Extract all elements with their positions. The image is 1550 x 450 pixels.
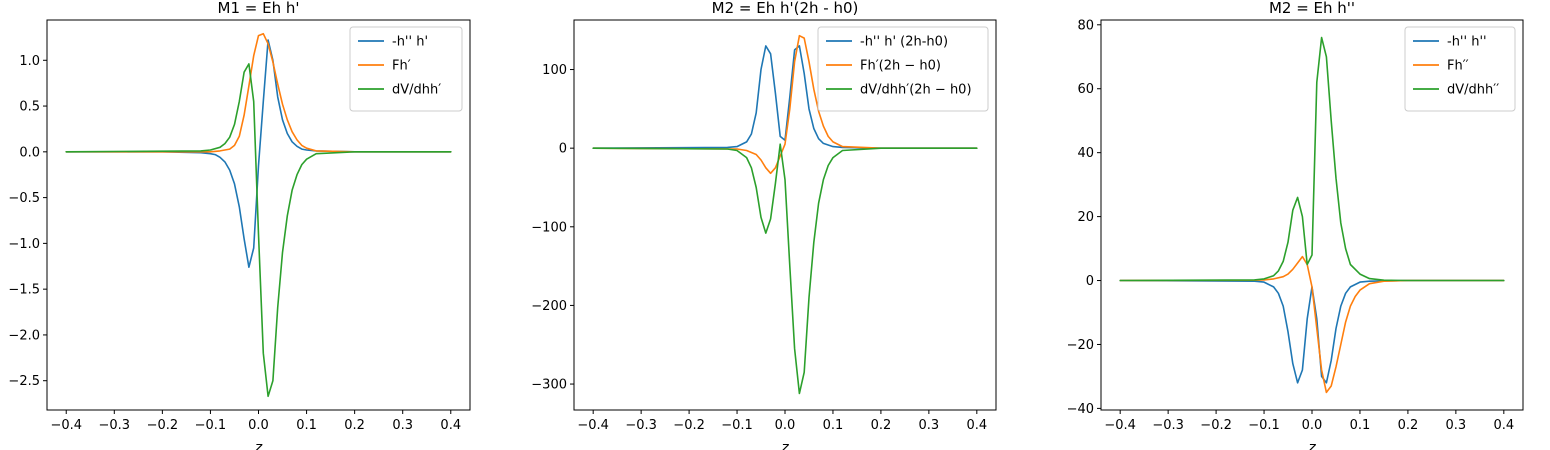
y-tick-label: 0.0 (19, 145, 40, 160)
chart-title: M2 = Eh h'(2h - h0) (712, 0, 859, 17)
series-line-3 (1119, 36, 1505, 282)
y-tick-label: 60 (1077, 82, 1094, 97)
series-line-1 (65, 39, 452, 269)
chart-panel-3: −0.4 −0.3 −0.2 −0.1 0.0 0.1 0.2 0.3 0.4 −40 −20 0 20… (1067, 0, 1524, 450)
y-tick-label: 0.5 (19, 100, 40, 115)
legend-label: -h'' h' (2h-h0) (860, 35, 948, 50)
x-tick-label: 0.0 (1302, 418, 1323, 433)
legend-label: Fh′ (392, 59, 411, 74)
x-axis-label: z (1307, 440, 1316, 450)
y-tick-label: 1.0 (19, 54, 40, 69)
x-tick-label: 0.0 (248, 418, 269, 433)
y-tick-label: −100 (531, 220, 567, 235)
y-tick-label: −1.0 (8, 237, 40, 252)
x-tick-label: −0.4 (1104, 418, 1136, 433)
x-tick-label: −0.1 (721, 418, 753, 433)
x-tick-label: 0.4 (440, 418, 461, 433)
x-tick-label: −0.3 (1152, 418, 1184, 433)
legend-label: Fh′(2h − h0) (860, 59, 941, 74)
y-tick-label: 80 (1077, 18, 1094, 33)
series-line-2 (65, 32, 452, 153)
x-axis-label: z (780, 440, 789, 450)
x-tick-label: 0.3 (392, 418, 413, 433)
x-tick-label: 0.1 (1350, 418, 1371, 433)
x-tick-label: 0.3 (1446, 418, 1467, 433)
x-tick-label: −0.1 (1248, 418, 1280, 433)
x-tick-label: −0.3 (99, 418, 131, 433)
x-axis-label: z (254, 440, 263, 450)
legend-label: -h'' h'' (1447, 35, 1487, 50)
x-tick-label: −0.2 (1200, 418, 1232, 433)
legend-box (817, 26, 989, 112)
x-tick-label: 0.4 (966, 418, 987, 433)
y-tick-label: 20 (1077, 210, 1094, 225)
chart-panel-2: −0.4 −0.3 −0.2 −0.1 0.0 0.1 0.2 0.3 0.4 −300 −200 −… (531, 0, 997, 450)
y-tick-label: −300 (531, 378, 567, 393)
series-line-2 (1119, 255, 1505, 394)
x-tick-label: 0.0 (775, 418, 796, 433)
y-tick-label: 0 (559, 142, 567, 157)
x-tick-label: 0.2 (1398, 418, 1419, 433)
x-tick-label: 0.3 (919, 418, 940, 433)
series-line-1 (1119, 279, 1505, 384)
series-line-1 (592, 45, 978, 149)
y-tick-label: −20 (1067, 338, 1094, 353)
y-tick-label: −0.5 (8, 191, 40, 206)
chart-title: M1 = Eh h' (218, 0, 300, 17)
x-tick-label: 0.2 (344, 418, 365, 433)
legend-label: dV/dhh′ (392, 83, 441, 98)
chart-title: M2 = Eh h'' (1269, 0, 1355, 17)
x-tick-label: −0.1 (195, 418, 227, 433)
x-tick-label: −0.2 (673, 418, 705, 433)
x-tick-label: −0.4 (577, 418, 609, 433)
legend-box (349, 26, 463, 112)
legend-label: dV/dhh′′ (1447, 83, 1499, 98)
legend: -h'' h' Fh′ dV/dhh′ (349, 26, 463, 112)
series-line-3 (65, 63, 452, 398)
y-tick-label: 40 (1077, 146, 1094, 161)
y-tick-label: −1.5 (8, 283, 40, 298)
legend: -h'' h'' Fh′′ dV/dhh′′ (1404, 26, 1516, 112)
legend-label: Fh′′ (1447, 59, 1469, 74)
y-tick-label: 0 (1086, 274, 1094, 289)
legend-label: dV/dhh′(2h − h0) (860, 83, 972, 98)
chart-panel-1: −0.4 −0.3 −0.2 −0.1 0.0 0.1 0.2 0.3 0.4 −2.5 −2.0 −… (8, 0, 471, 450)
y-tick-label: −2.5 (8, 374, 40, 389)
x-tick-label: −0.4 (50, 418, 82, 433)
series-line-2 (592, 34, 978, 175)
x-tick-label: −0.2 (147, 418, 179, 433)
x-tick-label: −0.3 (625, 418, 657, 433)
y-tick-label: 100 (542, 63, 567, 78)
series-line-3 (592, 143, 978, 395)
x-tick-label: 0.1 (823, 418, 844, 433)
y-tick-label: −2.0 (8, 328, 40, 343)
y-tick-label: −40 (1067, 402, 1094, 417)
x-tick-label: 0.2 (871, 418, 892, 433)
x-tick-label: 0.4 (1493, 418, 1514, 433)
legend-label: -h'' h' (392, 35, 428, 50)
x-tick-label: 0.1 (296, 418, 317, 433)
y-tick-label: −200 (531, 299, 567, 314)
legend-box (1404, 26, 1516, 112)
legend: -h'' h' (2h-h0) Fh′(2h − h0) dV/dhh′(2h − … (817, 26, 989, 112)
